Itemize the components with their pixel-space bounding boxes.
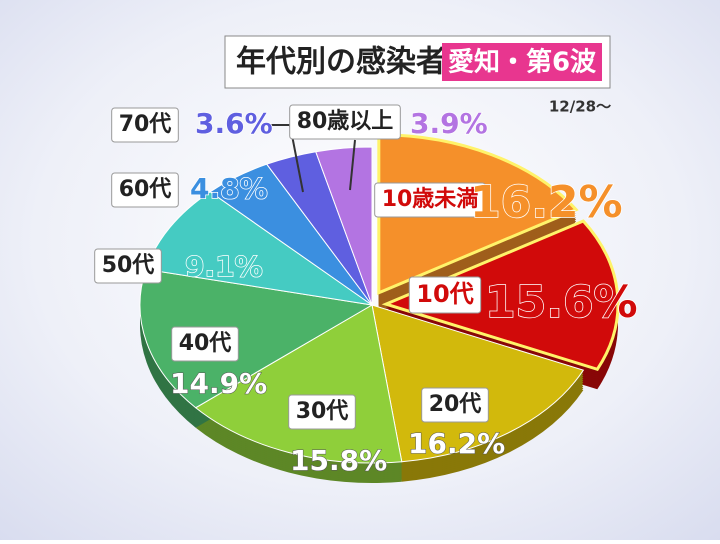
value-label: 16.2% <box>408 427 505 460</box>
category-label: 40代 <box>179 331 232 356</box>
label-box <box>111 172 179 208</box>
subtitle-box <box>442 43 602 81</box>
chart-subtitle: 愛知・第6波 <box>448 47 597 78</box>
label-box <box>288 394 356 430</box>
label-box <box>111 107 179 143</box>
slice <box>381 219 620 372</box>
slice <box>371 304 585 463</box>
value-label: 15.6% <box>485 277 638 328</box>
category-label: 50代 <box>102 253 155 278</box>
value-label: 4.8% <box>190 172 268 205</box>
category-label: 20代 <box>429 392 482 417</box>
label-box <box>408 276 482 314</box>
category-label: 30代 <box>296 399 349 424</box>
category-label: 10歳未満 <box>382 186 479 212</box>
value-label: 15.8% <box>290 444 387 477</box>
value-label: 9.1% <box>185 250 263 283</box>
label-box <box>374 182 486 218</box>
category-label: 10代 <box>416 280 473 308</box>
category-label: 70代 <box>119 112 172 137</box>
leader-line <box>349 139 356 191</box>
category-label: 80歳以上 <box>297 109 394 134</box>
value-label: 3.6% <box>195 107 273 140</box>
label-box <box>421 387 489 423</box>
value-label: 14.9% <box>170 367 267 400</box>
slice <box>315 146 373 306</box>
value-label: 3.9% <box>410 107 488 140</box>
value-label: 16.2% <box>470 177 623 228</box>
date-note: 12/28～ <box>549 98 611 116</box>
chart-title: 年代別の感染者 <box>236 45 446 80</box>
label-box <box>171 326 239 362</box>
label-box <box>94 248 162 284</box>
label-box <box>289 104 401 140</box>
category-label: 60代 <box>119 177 172 202</box>
